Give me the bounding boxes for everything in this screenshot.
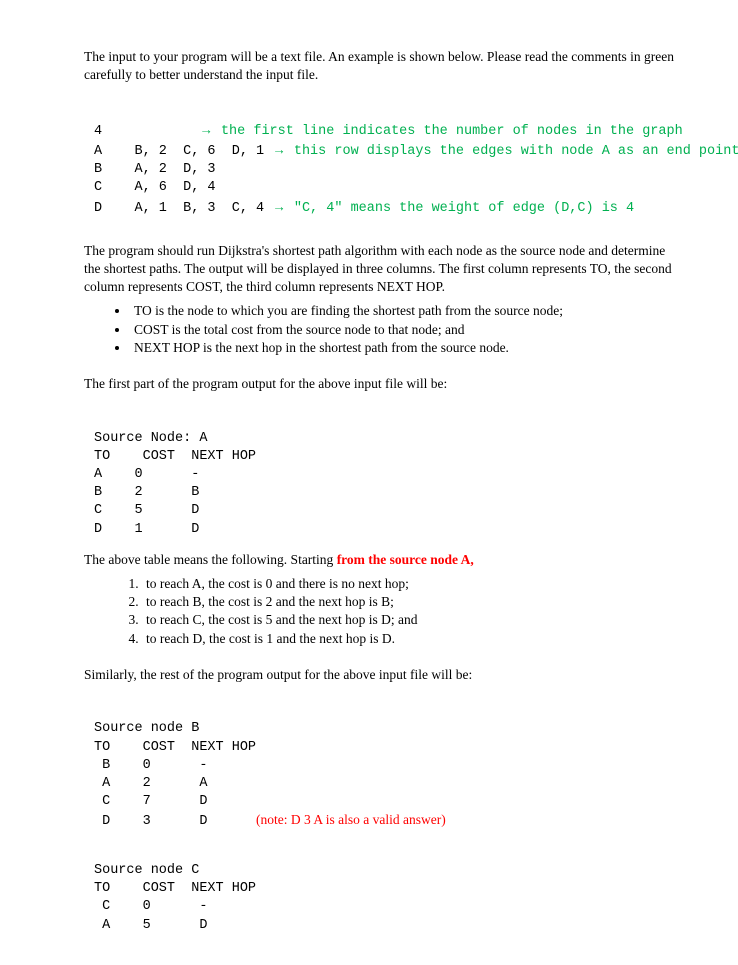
output-table-B: Source node B TO COST NEXT HOP B 0 - A 2… <box>84 702 680 832</box>
output-A-row2: B 2 B <box>94 485 199 500</box>
first-part-text: The first part of the program output for… <box>84 375 680 393</box>
similarly-text: Similarly, the rest of the program outpu… <box>84 666 680 684</box>
output-A-row1: A 0 - <box>94 467 199 482</box>
output-B-columns: TO COST NEXT HOP <box>94 740 256 755</box>
explanation-list: to reach A, the cost is 0 and there is n… <box>84 575 680 648</box>
output-C-columns: TO COST NEXT HOP <box>94 881 256 896</box>
output-B-row3: C 7 D <box>94 794 207 809</box>
explain-2: to reach B, the cost is 2 and the next h… <box>142 593 680 611</box>
output-C-header: Source node C <box>94 863 199 878</box>
output-B-header: Source node B <box>94 721 199 736</box>
input-line-1: 4 → the first line indicates the number … <box>94 124 683 139</box>
input-line-3: B A, 2 D, 3 <box>94 162 216 177</box>
intro-paragraph: The input to your program will be a text… <box>84 48 680 84</box>
table-means-text: The above table means the following. Sta… <box>84 551 680 569</box>
bullet-cost: COST is the total cost from the source n… <box>130 321 680 339</box>
table-means-red: from the source node A, <box>337 552 474 567</box>
explain-3: to reach C, the cost is 5 and the next h… <box>142 611 680 629</box>
output-table-A: Source Node: A TO COST NEXT HOP A 0 - B … <box>84 411 680 539</box>
output-A-header: Source Node: A <box>94 431 207 446</box>
bullet-to: TO is the node to which you are finding … <box>130 302 680 320</box>
algorithm-paragraph: The program should run Dijkstra's shorte… <box>84 242 680 297</box>
explain-1: to reach A, the cost is 0 and there is n… <box>142 575 680 593</box>
output-A-row3: C 5 D <box>94 503 199 518</box>
bullet-next-hop: NEXT HOP is the next hop in the shortest… <box>130 339 680 357</box>
table-means-prefix: The above table means the following. Sta… <box>84 552 337 567</box>
output-A-columns: TO COST NEXT HOP <box>94 449 256 464</box>
input-line-4: C A, 6 D, 4 <box>94 180 216 195</box>
explain-4: to reach D, the cost is 1 and the next h… <box>142 630 680 648</box>
output-table-C: Source node C TO COST NEXT HOP C 0 - A 5… <box>84 844 680 935</box>
output-B-row1: B 0 - <box>94 758 207 773</box>
document-page: The input to your program will be a text… <box>0 0 738 965</box>
input-line-5: D A, 1 B, 3 C, 4 → "C, 4" means the weig… <box>94 201 634 216</box>
output-B-row4: D 3 D (note: D 3 A is also a valid answe… <box>94 814 446 829</box>
output-C-row1: C 0 - <box>94 899 207 914</box>
output-C-row2: A 5 D <box>94 918 207 933</box>
input-line-2: A B, 2 C, 6 D, 1 → this row displays the… <box>94 144 738 159</box>
output-B-row2: A 2 A <box>94 776 207 791</box>
column-definitions-list: TO is the node to which you are finding … <box>84 302 680 357</box>
input-file-example: 4 → the first line indicates the number … <box>84 102 680 217</box>
output-A-row4: D 1 D <box>94 522 199 537</box>
